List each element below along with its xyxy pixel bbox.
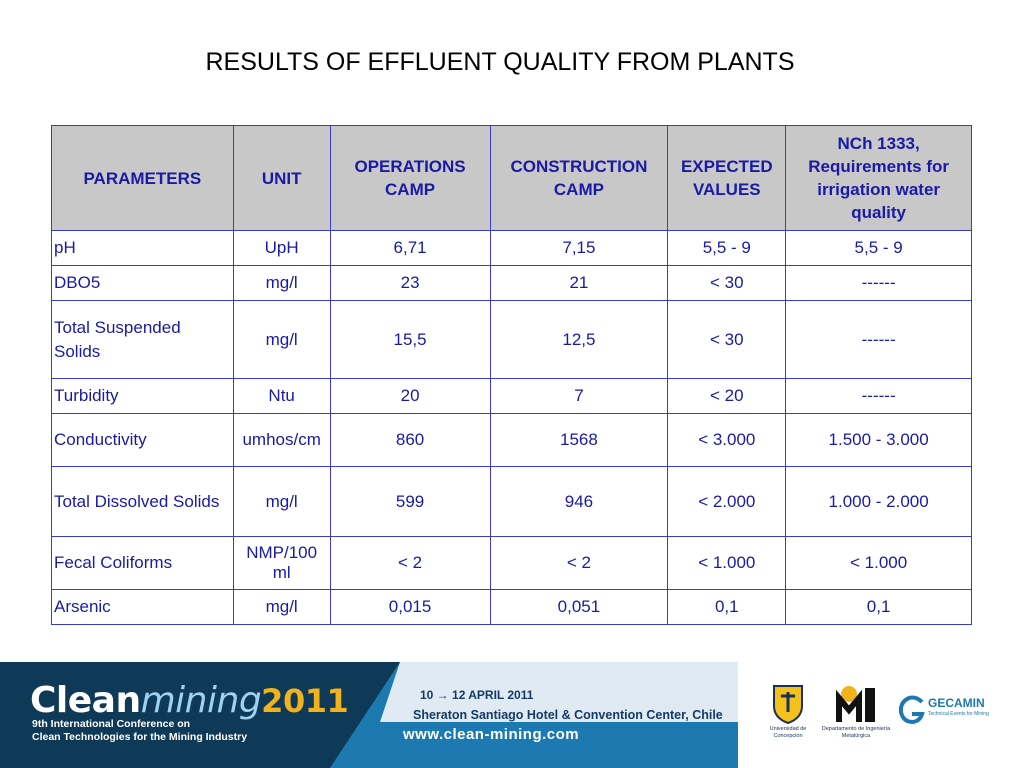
cell-expected-values: < 30 bbox=[667, 300, 787, 379]
cell-unit: UpH bbox=[232, 230, 331, 266]
cell-construction-camp: 946 bbox=[489, 466, 669, 537]
table-row: Fecal Coliforms NMP/100 ml < 2 < 2 < 1.000 < … bbox=[51, 536, 972, 590]
cell-operations-camp: 6,71 bbox=[329, 230, 491, 266]
cell-expected-values: < 1.000 bbox=[667, 536, 787, 590]
conference-line-1: 9th International Conference on bbox=[32, 718, 191, 730]
cell-unit: Ntu bbox=[232, 378, 331, 414]
table-row: pH UpH 6,71 7,15 5,5 - 9 5,5 - 9 bbox=[51, 230, 972, 266]
page-title: RESULTS OF EFFLUENT QUALITY FROM PLANTS bbox=[205, 48, 795, 76]
udec-caption: Universidad de Concepción bbox=[769, 726, 807, 739]
gecamin-tagline: Technical Events for Mining bbox=[928, 711, 989, 717]
cell-operations-camp: 599 bbox=[329, 466, 491, 537]
cell-parameter: DBO5 bbox=[51, 265, 234, 301]
header-nch-1333: NCh 1333, Requirements for irrigation wa… bbox=[785, 125, 972, 231]
cell-expected-values: < 3.000 bbox=[667, 413, 787, 467]
cell-nch-1333: 1.000 - 2.000 bbox=[785, 466, 972, 537]
conference-name: 9th International Conference on Clean Te… bbox=[32, 718, 247, 744]
cell-nch-1333: 1.500 - 3.000 bbox=[785, 413, 972, 467]
table-row: Conductivity umhos/cm 860 1568 < 3.000 1.500 … bbox=[51, 413, 972, 467]
cell-expected-values: 5,5 - 9 bbox=[667, 230, 787, 266]
header-parameters: PARAMETERS bbox=[51, 125, 234, 231]
header-unit: UNIT bbox=[232, 125, 331, 231]
cell-nch-1333: ------ bbox=[785, 265, 972, 301]
cell-parameter: Fecal Coliforms bbox=[51, 536, 234, 590]
cell-parameter: Total Suspended Solids bbox=[51, 300, 234, 379]
dimet-logo-icon bbox=[836, 686, 875, 722]
table-row: Total Dissolved Solids mg/l 599 946 < 2.000 1… bbox=[51, 466, 972, 537]
cell-unit: mg/l bbox=[232, 589, 331, 625]
cell-parameter: Total Dissolved Solids bbox=[51, 466, 234, 537]
website-link[interactable]: www.clean-mining.com bbox=[403, 726, 580, 743]
table-row: Arsenic mg/l 0,015 0,051 0,1 0,1 bbox=[51, 589, 972, 625]
cell-construction-camp: 12,5 bbox=[489, 300, 669, 379]
table-header-row: PARAMETERS UNIT OPERATIONS CAMP CONSTRUC… bbox=[51, 125, 972, 231]
footer-banner bbox=[0, 662, 1024, 768]
brand-mining-text: mining bbox=[140, 680, 262, 721]
cell-nch-1333: ------ bbox=[785, 300, 972, 379]
brand-logo: Cleanmining2011 bbox=[30, 680, 349, 721]
cell-construction-camp: 7 bbox=[489, 378, 669, 414]
cell-parameter: pH bbox=[51, 230, 234, 266]
cell-nch-1333: ------ bbox=[785, 378, 972, 414]
cell-unit: mg/l bbox=[232, 265, 331, 301]
cell-unit: NMP/100 ml bbox=[232, 536, 331, 590]
header-operations-camp: OPERATIONS CAMP bbox=[329, 125, 491, 231]
cell-operations-camp: 15,5 bbox=[329, 300, 491, 379]
cell-unit: umhos/cm bbox=[232, 413, 331, 467]
cell-operations-camp: < 2 bbox=[329, 536, 491, 590]
event-venue: Sheraton Santiago Hotel & Convention Cen… bbox=[413, 708, 723, 722]
cell-nch-1333: 5,5 - 9 bbox=[785, 230, 972, 266]
cell-expected-values: 0,1 bbox=[667, 589, 787, 625]
gecamin-g-icon bbox=[898, 695, 925, 725]
brand-year-text: 2011 bbox=[261, 682, 349, 720]
gecamin-wordmark: GECAMIN bbox=[928, 696, 985, 710]
cell-expected-values: < 30 bbox=[667, 265, 787, 301]
header-construction-camp: CONSTRUCTION CAMP bbox=[489, 125, 669, 231]
cell-operations-camp: 860 bbox=[329, 413, 491, 467]
results-table: PARAMETERS UNIT OPERATIONS CAMP CONSTRUC… bbox=[51, 125, 972, 625]
cell-nch-1333: < 1.000 bbox=[785, 536, 972, 590]
cell-parameter: Turbidity bbox=[51, 378, 234, 414]
cell-operations-camp: 23 bbox=[329, 265, 491, 301]
cell-construction-camp: 1568 bbox=[489, 413, 669, 467]
udec-shield-icon bbox=[773, 685, 803, 724]
header-expected-values: EXPECTED VALUES bbox=[667, 125, 787, 231]
cell-construction-camp: < 2 bbox=[489, 536, 669, 590]
cell-expected-values: < 2.000 bbox=[667, 466, 787, 537]
cell-construction-camp: 0,051 bbox=[489, 589, 669, 625]
cell-unit: mg/l bbox=[232, 300, 331, 379]
cell-construction-camp: 21 bbox=[489, 265, 669, 301]
table-row: DBO5 mg/l 23 21 < 30 ------ bbox=[51, 265, 972, 301]
cell-construction-camp: 7,15 bbox=[489, 230, 669, 266]
event-dates: 10 → 12 APRIL 2011 bbox=[420, 688, 534, 702]
footer-background bbox=[0, 662, 1024, 768]
conference-line-2: Clean Technologies for the Mining Indust… bbox=[32, 731, 248, 743]
dimet-caption: Departamento de Ingeniería Metalúrgica bbox=[821, 726, 891, 739]
table-row: Turbidity Ntu 20 7 < 20 ------ bbox=[51, 378, 972, 414]
brand-clean-text: Clean bbox=[30, 680, 141, 721]
cell-nch-1333: 0,1 bbox=[785, 589, 972, 625]
cell-operations-camp: 0,015 bbox=[329, 589, 491, 625]
cell-expected-values: < 20 bbox=[667, 378, 787, 414]
cell-unit: mg/l bbox=[232, 466, 331, 537]
cell-operations-camp: 20 bbox=[329, 378, 491, 414]
table-row: Total Suspended Solids mg/l 15,5 12,5 < 30 --… bbox=[51, 300, 972, 379]
cell-parameter: Conductivity bbox=[51, 413, 234, 467]
cell-parameter: Arsenic bbox=[51, 589, 234, 625]
